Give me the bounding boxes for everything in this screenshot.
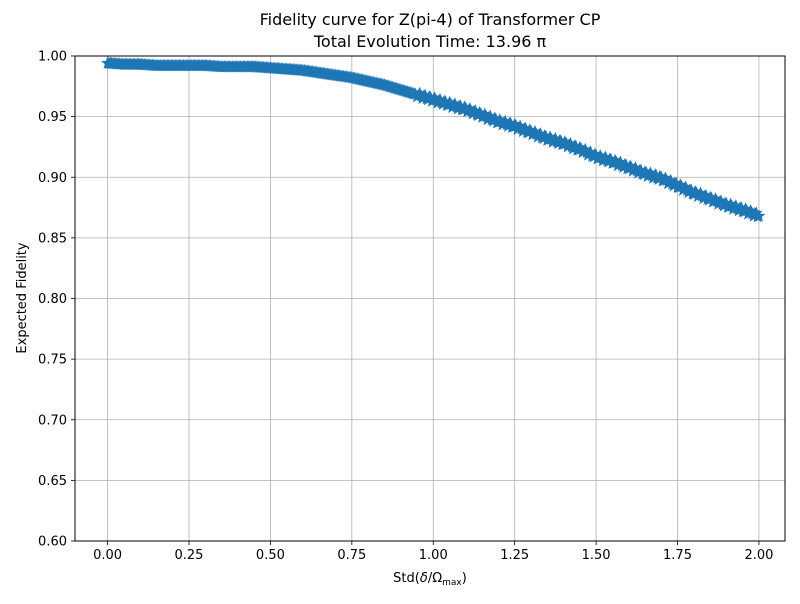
x-tick-label: 0.75 xyxy=(337,548,366,563)
y-tick-label: 0.70 xyxy=(38,413,67,428)
y-tick-label: 0.75 xyxy=(38,353,67,368)
x-tick-label: 0.00 xyxy=(93,548,122,563)
x-tick-label: 2.00 xyxy=(744,548,773,563)
x-axis-label-omega: /Ω xyxy=(428,571,442,586)
data-point xyxy=(752,209,766,222)
x-tick-label: 1.25 xyxy=(500,548,529,563)
x-axis-label-subscript: max xyxy=(442,578,462,588)
y-tick-label: 0.60 xyxy=(38,535,67,550)
y-tick-label: 0.65 xyxy=(38,474,67,489)
y-tick-label: 0.85 xyxy=(38,231,67,246)
y-axis-label: Expected Fidelity xyxy=(15,242,30,353)
x-ticks: 0.00 0.25 0.50 0.75 1.00 1.25 1.50 1.75 2.00 xyxy=(93,541,773,563)
y-ticks: 0.60 0.65 0.70 0.75 0.80 0.85 0.90 0.95 1.00 xyxy=(38,50,75,550)
x-tick-label: 1.50 xyxy=(582,548,611,563)
y-tick-label: 1.00 xyxy=(38,50,67,65)
x-axis-label-prefix: Std( xyxy=(393,571,420,586)
y-tick-label: 0.90 xyxy=(38,171,67,186)
x-axis-label-suffix: ) xyxy=(462,571,467,586)
x-tick-label: 0.50 xyxy=(256,548,285,563)
y-tick-label: 0.95 xyxy=(38,110,67,125)
x-tick-label: 1.75 xyxy=(663,548,692,563)
chart-title-line1: Fidelity curve for Z(pi-4) of Transforme… xyxy=(260,10,601,29)
chart-title-line2: Total Evolution Time: 13.96 π xyxy=(313,32,547,51)
y-tick-label: 0.80 xyxy=(38,292,67,307)
x-axis-label-delta: δ xyxy=(420,571,428,586)
x-tick-label: 1.00 xyxy=(419,548,448,563)
x-axis-label: Std(δ/Ωmax) xyxy=(393,571,467,588)
x-tick-label: 0.25 xyxy=(175,548,204,563)
data-points xyxy=(101,56,766,223)
